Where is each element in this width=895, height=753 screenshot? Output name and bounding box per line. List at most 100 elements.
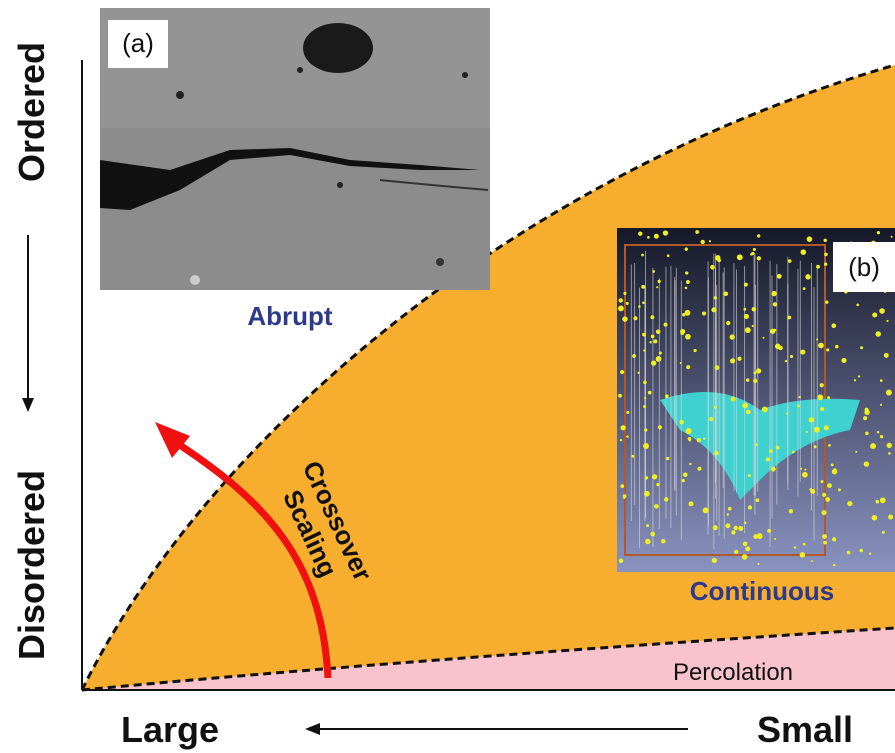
texture bbox=[827, 483, 832, 488]
x-right-label: Small bbox=[757, 709, 853, 750]
panel-b-label: (b) bbox=[848, 252, 880, 282]
texture bbox=[644, 428, 647, 431]
texture bbox=[785, 360, 787, 362]
texture bbox=[745, 546, 750, 551]
texture bbox=[753, 379, 757, 383]
texture bbox=[645, 539, 650, 544]
texture bbox=[734, 550, 738, 554]
texture bbox=[723, 291, 728, 296]
panel-b-caption: Continuous bbox=[690, 576, 834, 606]
texture bbox=[710, 265, 715, 270]
texture bbox=[882, 531, 885, 534]
texture bbox=[825, 300, 828, 303]
texture bbox=[877, 431, 880, 434]
texture bbox=[686, 280, 690, 284]
texture bbox=[653, 339, 657, 343]
texture bbox=[638, 232, 642, 236]
texture bbox=[841, 358, 846, 363]
texture bbox=[811, 560, 813, 562]
texture bbox=[814, 427, 820, 433]
texture bbox=[825, 497, 830, 502]
texture bbox=[746, 378, 750, 382]
texture bbox=[816, 265, 820, 269]
texture bbox=[818, 343, 824, 349]
texture bbox=[756, 498, 760, 502]
panel-a-caption: Abrupt bbox=[247, 301, 333, 331]
texture bbox=[826, 348, 829, 351]
texture bbox=[742, 554, 748, 560]
texture bbox=[648, 391, 652, 395]
texture bbox=[743, 308, 746, 311]
texture bbox=[787, 316, 791, 320]
texture bbox=[880, 435, 883, 438]
texture bbox=[644, 397, 646, 399]
texture bbox=[714, 296, 717, 299]
texture bbox=[752, 325, 754, 327]
texture bbox=[746, 410, 751, 415]
texture bbox=[847, 501, 852, 506]
texture bbox=[647, 236, 650, 239]
texture bbox=[803, 543, 806, 546]
texture bbox=[680, 332, 684, 336]
texture bbox=[650, 532, 655, 537]
texture bbox=[731, 397, 736, 402]
texture bbox=[838, 488, 841, 491]
texture bbox=[821, 480, 824, 483]
texture bbox=[792, 451, 795, 454]
texture bbox=[679, 420, 683, 424]
texture bbox=[697, 438, 701, 442]
texture bbox=[886, 390, 892, 396]
texture bbox=[870, 443, 876, 449]
texture bbox=[854, 379, 856, 381]
texture bbox=[773, 302, 777, 306]
texture bbox=[637, 372, 639, 374]
texture bbox=[744, 314, 749, 319]
x-arrowhead bbox=[305, 723, 320, 735]
texture bbox=[638, 305, 641, 308]
texture bbox=[833, 564, 835, 566]
texture bbox=[659, 352, 662, 355]
texture bbox=[715, 365, 720, 370]
texture bbox=[757, 234, 760, 237]
texture bbox=[824, 425, 829, 430]
texture bbox=[817, 394, 823, 400]
texture bbox=[875, 500, 879, 504]
texture bbox=[734, 526, 738, 530]
texture bbox=[832, 469, 837, 474]
texture bbox=[619, 559, 623, 563]
texture bbox=[726, 321, 730, 325]
texture bbox=[626, 411, 629, 414]
texture bbox=[802, 472, 808, 478]
texture bbox=[685, 271, 688, 274]
texture bbox=[665, 394, 669, 398]
texture bbox=[656, 330, 661, 335]
texture bbox=[642, 333, 646, 337]
texture bbox=[663, 230, 668, 235]
y-arrowhead bbox=[22, 398, 34, 412]
texture bbox=[666, 457, 669, 460]
texture bbox=[725, 523, 730, 528]
diagram: (a) Abrupt (b) Continuous Crossover Scal… bbox=[0, 0, 895, 753]
texture bbox=[794, 546, 796, 548]
texture bbox=[757, 533, 763, 539]
texture bbox=[824, 239, 827, 242]
texture bbox=[774, 538, 776, 540]
texture bbox=[738, 526, 743, 531]
texture bbox=[656, 483, 659, 486]
texture bbox=[711, 307, 716, 312]
texture bbox=[685, 334, 691, 340]
texture bbox=[664, 323, 668, 327]
texture bbox=[643, 349, 645, 351]
texture bbox=[859, 549, 863, 553]
texture bbox=[737, 254, 743, 260]
texture bbox=[758, 563, 760, 565]
texture bbox=[633, 316, 637, 320]
texture bbox=[703, 507, 709, 513]
texture bbox=[748, 474, 751, 477]
texture bbox=[619, 298, 623, 302]
y-bottom-label: Disordered bbox=[11, 470, 52, 660]
texture bbox=[686, 365, 690, 369]
texture bbox=[654, 234, 659, 239]
texture bbox=[643, 443, 649, 449]
texture bbox=[847, 551, 851, 555]
